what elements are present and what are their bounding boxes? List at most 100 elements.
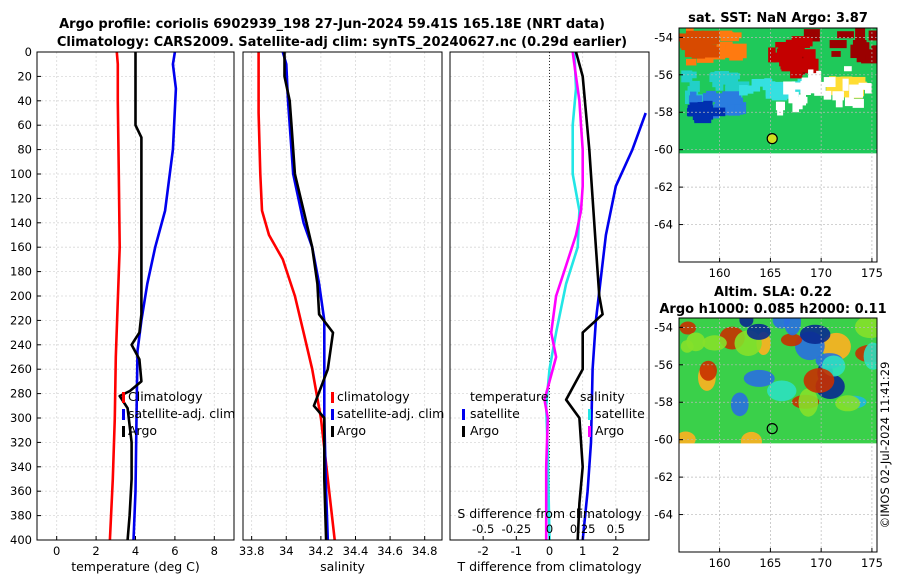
sst-cell: [728, 43, 747, 59]
sst-cell: [868, 30, 877, 41]
sst-gap: [864, 83, 872, 94]
sst-cell: [696, 52, 714, 63]
sst-cell: [837, 31, 854, 39]
sst-gap: [814, 86, 820, 96]
sla-eddy: [863, 342, 877, 370]
sst-gap: [858, 82, 868, 90]
map-ytick-label: -56: [654, 358, 673, 372]
panel-difference: -2 -1 0 1 2T difference from climatology temp…: [449, 51, 650, 574]
sst-cell: [715, 83, 724, 91]
ytick-label: 260: [10, 362, 32, 376]
legend-entry: Argo: [470, 423, 499, 438]
sst-gap: [844, 97, 854, 107]
xtick-label: 34.8: [412, 544, 438, 558]
xtick-label: 34: [279, 544, 294, 558]
legend-swatch: [331, 426, 334, 437]
xaxis-label: T difference from climatology: [456, 559, 642, 574]
axes-frame: [242, 51, 443, 541]
legend-swatch: [122, 409, 125, 420]
sst-cell: [717, 41, 733, 48]
sst-cell: [731, 32, 742, 39]
sst-cell: [889, 38, 900, 47]
sst-cell: [729, 73, 740, 80]
map-field: [679, 318, 877, 552]
sst-gap: [795, 96, 808, 104]
sst-cell: [852, 49, 865, 58]
sla-eddy: [702, 335, 727, 351]
map-sla: 160 165 170 175 -54 -56 -58 -60 -62 -64 Altim. SLA…: [654, 285, 886, 570]
sst-cell: [829, 78, 846, 88]
map-field: [679, 28, 900, 262]
map-frame: [678, 27, 878, 263]
series-s-argo: [543, 51, 584, 540]
figure-title-line2: Climatology: CARS2009. Satellite-adj cli…: [57, 35, 627, 50]
legend-swatch: [588, 409, 591, 420]
sst-cell: [699, 32, 709, 39]
xtick-label: 33.8: [239, 544, 265, 558]
x2tick-label: 0: [546, 522, 553, 536]
sst-cell: [745, 85, 754, 94]
sst-cell: [871, 45, 877, 56]
legend-entry: satellite: [595, 406, 645, 421]
sla-nodata: [679, 443, 877, 552]
sla-eddy: [699, 360, 717, 381]
xaxis2-label: S difference from climatology: [457, 506, 642, 521]
map-ytick-label: -58: [654, 395, 673, 409]
map-ytick-label: -60: [654, 433, 673, 447]
map-xtick-label: 165: [759, 266, 781, 280]
sst-cell: [793, 63, 813, 71]
sst-gap: [842, 78, 849, 91]
sst-cell: [717, 30, 733, 36]
sst-cell: [764, 78, 772, 88]
sst-cell: [883, 50, 892, 60]
series-climatology: [108, 51, 121, 541]
sst-cell: [826, 84, 844, 96]
sst-cell: [855, 28, 866, 41]
map-ytick-label: -64: [654, 218, 673, 232]
legend-swatch: [462, 426, 465, 437]
sst-gap: [808, 69, 814, 82]
xtick-label: 2: [92, 544, 99, 558]
sla-eddy: [783, 318, 802, 336]
sst-gap: [788, 91, 799, 104]
series-argo: [118, 52, 143, 541]
map-xtick-label: 175: [861, 556, 883, 570]
map-ytick-label: -60: [654, 143, 673, 157]
legend-title-temperature: temperature: [470, 389, 549, 404]
sst-cell: [716, 100, 728, 109]
sst-gap: [814, 81, 826, 96]
sst-cell: [775, 41, 787, 48]
ytick-label: 60: [17, 118, 32, 132]
sst-cell: [853, 42, 870, 54]
sla-eddy: [743, 369, 775, 387]
xtick-label: 0: [546, 544, 553, 558]
legend-swatch: [331, 409, 334, 420]
sst-cell: [706, 107, 726, 117]
sla-eddy: [730, 392, 749, 417]
sst-cell: [782, 42, 797, 53]
ytick-label: 240: [10, 338, 32, 352]
panel-salinity: 33.8 34 34.2 34.4 34.6 34.8 salinity climatolog…: [239, 51, 444, 574]
sst-gap: [823, 77, 836, 88]
ytick-label: 300: [10, 411, 32, 425]
ytick-label: 180: [10, 265, 32, 279]
ytick-label: 220: [10, 313, 32, 327]
legend-entry: climatology: [337, 389, 410, 404]
ytick-label: 320: [10, 435, 32, 449]
sst-cell: [694, 40, 712, 51]
sst-cell: [686, 58, 697, 66]
sst-cell: [765, 88, 785, 99]
ytick-label: 140: [10, 216, 32, 230]
map-xtick-label: 175: [861, 266, 883, 280]
map-frame: [678, 317, 878, 553]
map-ytick-label: -56: [654, 68, 673, 82]
xtick-label: 1: [579, 544, 586, 558]
ytick-label: 380: [10, 509, 32, 523]
map-title-line2: Argo h1000: 0.085 h2000: 0.11: [659, 302, 886, 317]
sst-gap: [800, 81, 811, 96]
sst-gap: [807, 83, 820, 94]
argo-position-marker: [766, 423, 778, 435]
map-xtick-label: 160: [709, 266, 731, 280]
sst-gap: [823, 90, 832, 100]
